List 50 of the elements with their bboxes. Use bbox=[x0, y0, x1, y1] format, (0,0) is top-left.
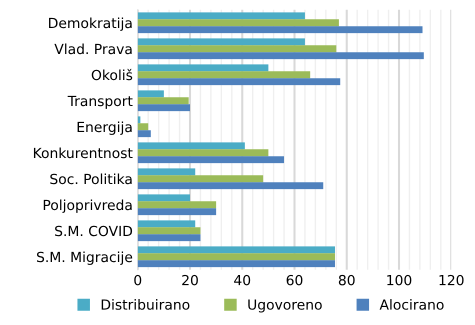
x-tick-label: 0 bbox=[134, 274, 142, 286]
bar bbox=[138, 149, 268, 156]
x-tick-label: 80 bbox=[338, 274, 355, 286]
bar bbox=[138, 26, 423, 34]
bar bbox=[138, 71, 310, 78]
legend-label: Ugovoreno bbox=[248, 299, 322, 312]
bar bbox=[138, 64, 268, 72]
y-tick-label: S.M. Migracije bbox=[36, 251, 132, 265]
y-tick-label: Transport bbox=[68, 96, 133, 109]
bar bbox=[138, 52, 424, 60]
bar bbox=[138, 227, 200, 234]
x-tick-label: 120 bbox=[440, 274, 464, 286]
bar bbox=[138, 12, 305, 20]
bar bbox=[138, 234, 200, 242]
bar bbox=[138, 194, 190, 202]
bar bbox=[138, 19, 339, 26]
bar bbox=[138, 90, 164, 98]
x-tick-label: 20 bbox=[182, 274, 198, 286]
bar bbox=[138, 156, 284, 164]
y-tick-label: S.M. COVID bbox=[55, 226, 132, 236]
bar bbox=[138, 253, 335, 260]
bar bbox=[138, 123, 148, 130]
y-tick-label: Demokratija bbox=[49, 17, 132, 31]
bar bbox=[138, 45, 336, 52]
y-tick-label: Energija bbox=[78, 121, 132, 135]
bar bbox=[138, 104, 190, 112]
bar bbox=[138, 208, 216, 216]
legend-label: Distribuirano bbox=[102, 299, 190, 310]
bar bbox=[138, 168, 196, 176]
y-tick-label: Soc. Politika bbox=[50, 173, 132, 184]
bar bbox=[138, 220, 196, 228]
bar bbox=[138, 78, 340, 86]
y-tick-label: Okoliš bbox=[92, 68, 132, 80]
x-tick-label: 60 bbox=[286, 274, 302, 286]
y-tick-label: Vlad. Prava bbox=[54, 43, 132, 54]
y-tick-label: Konkurentnost bbox=[34, 147, 133, 158]
bar bbox=[138, 97, 189, 104]
x-tick-label: 40 bbox=[234, 274, 250, 286]
bar bbox=[138, 201, 216, 208]
bar bbox=[138, 260, 335, 268]
bar bbox=[138, 175, 264, 182]
legend-label: Alocirano bbox=[380, 299, 444, 310]
bar bbox=[138, 116, 140, 124]
bar bbox=[138, 130, 151, 138]
bar bbox=[138, 38, 305, 46]
x-tick-label: 100 bbox=[387, 274, 412, 286]
bar bbox=[138, 142, 245, 150]
bar bbox=[138, 246, 335, 254]
y-tick-label: Poljoprivreda bbox=[44, 199, 132, 213]
bar bbox=[138, 182, 324, 190]
